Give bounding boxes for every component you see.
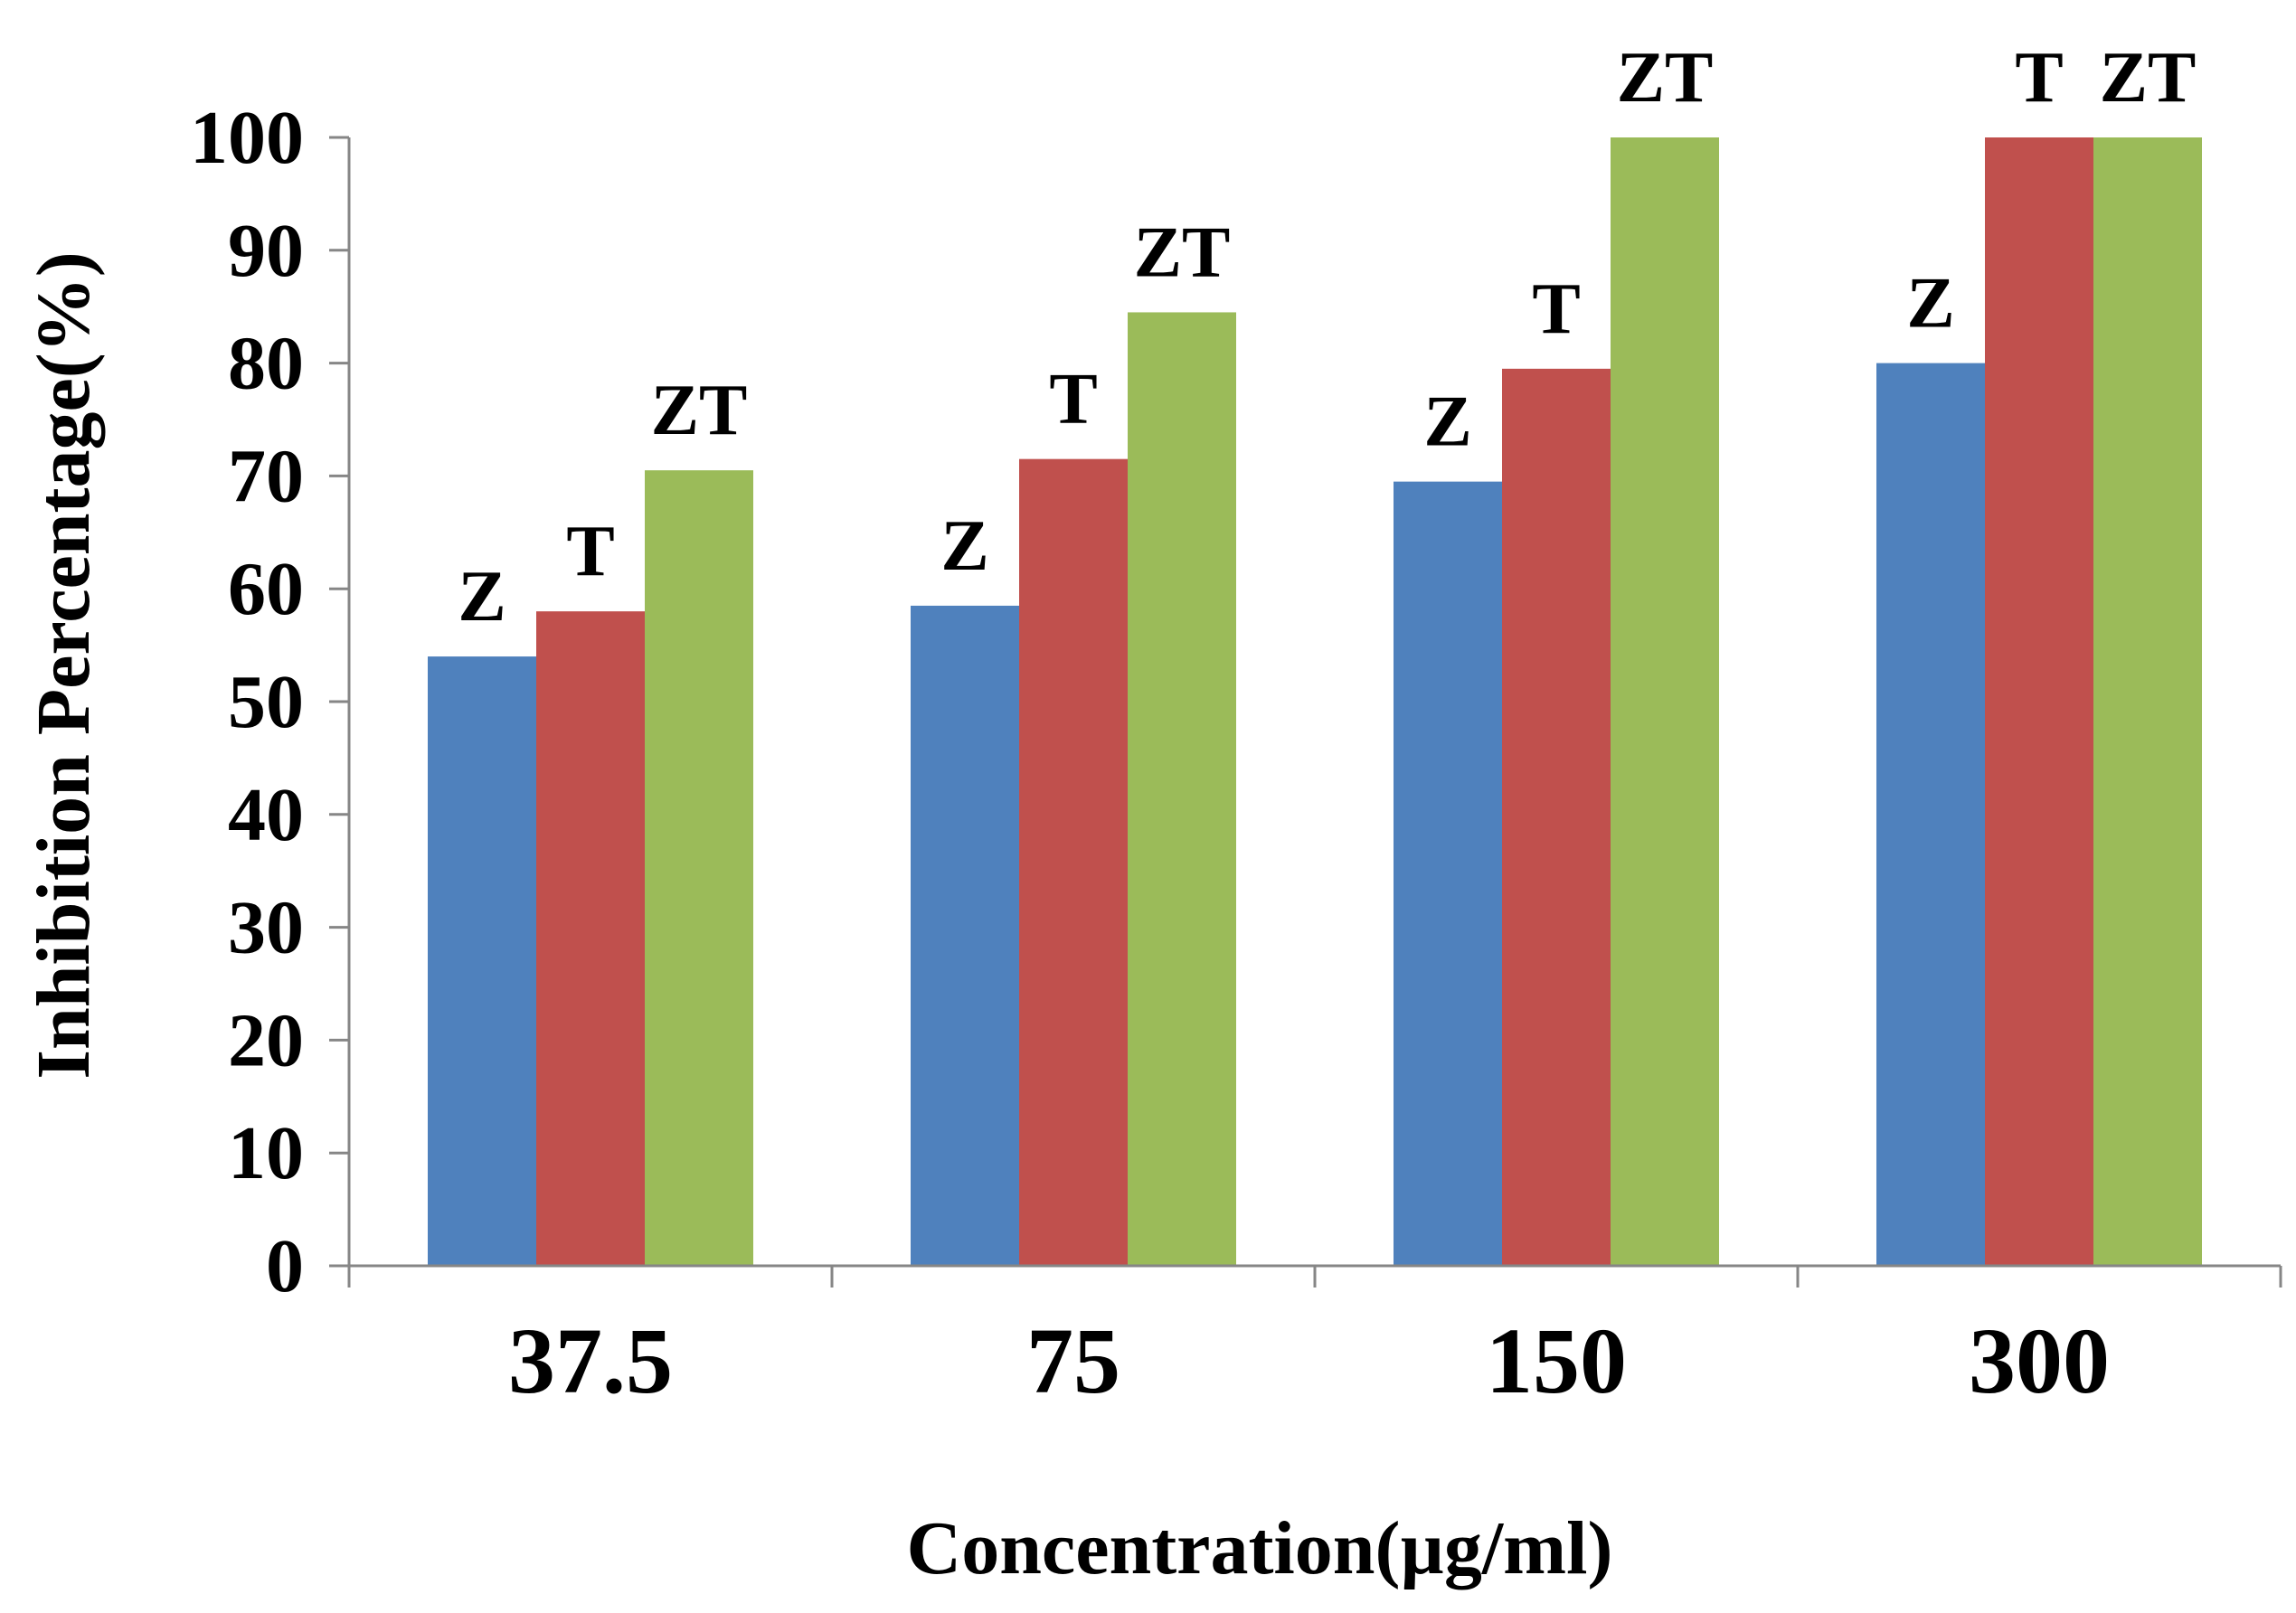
bar-series-label: T (2015, 38, 2063, 118)
x-category-label: 150 (1486, 1309, 1627, 1413)
bar-series-label: ZT (1617, 38, 1714, 118)
bar-series-label: ZT (1134, 212, 1231, 292)
y-tick-label: 40 (228, 773, 304, 857)
bar-series-label: Z (940, 506, 988, 586)
bar-t (1019, 458, 1128, 1266)
bar-t (536, 611, 645, 1266)
bar-zt (1128, 312, 1236, 1267)
y-axis-title: Inhibition Percentage(%) (22, 251, 106, 1079)
bar-series-label: T (1532, 269, 1580, 349)
bar-z (1876, 363, 1985, 1267)
y-tick-label: 20 (228, 998, 304, 1082)
bar-series-label: Z (458, 557, 505, 637)
x-axis-title: Concentration(µg/ml) (907, 1506, 1613, 1590)
bar-series-label: T (566, 512, 614, 591)
bar-zt (645, 470, 753, 1266)
y-tick-label: 0 (266, 1224, 304, 1308)
bar-series-label: ZT (2100, 38, 2197, 118)
bar-series-label: Z (1423, 382, 1471, 462)
x-category-label: 75 (1026, 1309, 1120, 1413)
bar-zt (1611, 137, 1719, 1266)
y-tick-label: 100 (190, 96, 304, 180)
y-tick-label: 80 (228, 322, 304, 406)
y-tick-label: 50 (228, 660, 304, 744)
x-category-label: 300 (1969, 1309, 2110, 1413)
bars-layer (428, 137, 2202, 1267)
y-tick-label: 60 (228, 547, 304, 631)
y-tick-label: 70 (228, 434, 304, 518)
y-tick-label: 90 (228, 209, 304, 293)
bar-t (1985, 137, 2093, 1266)
bar-z (428, 656, 536, 1266)
bar-z (911, 605, 1019, 1266)
bar-t (1502, 368, 1611, 1267)
y-tick-label: 10 (228, 1111, 304, 1195)
bar-series-label: ZT (651, 371, 748, 450)
bar-series-label: Z (1906, 264, 1954, 344)
y-tick-label: 30 (228, 886, 304, 970)
bar-series-label: T (1049, 360, 1097, 439)
axes-layer: 0 10 20 30 40 50 60 70 80 90 100 37.5 75 150 300 (190, 96, 2282, 1413)
bar-z (1394, 481, 1502, 1266)
x-category-label: 37.5 (508, 1309, 673, 1413)
bar-zt (2093, 137, 2202, 1266)
